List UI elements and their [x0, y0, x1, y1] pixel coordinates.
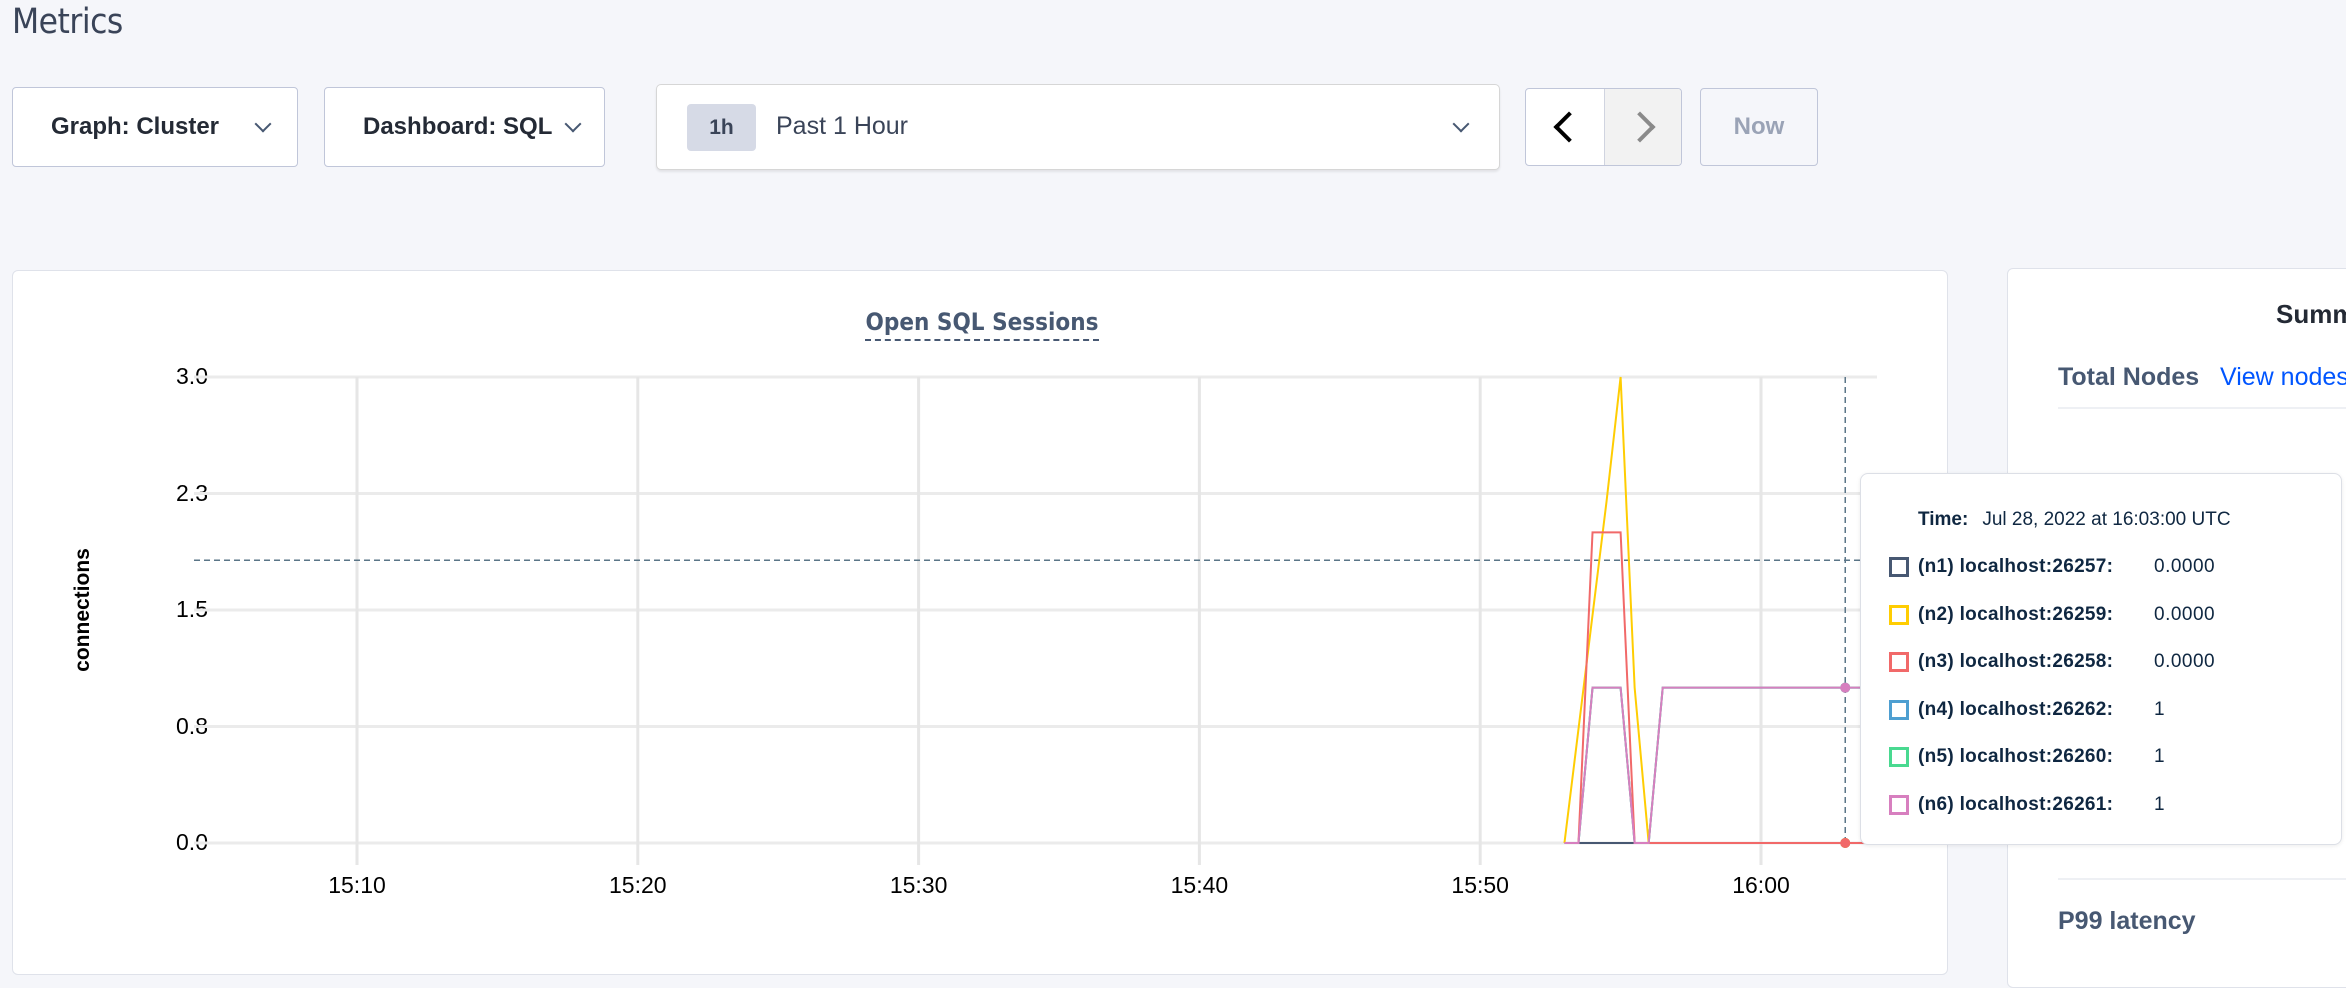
dashboard-dropdown-label: Dashboard: SQL — [363, 113, 553, 140]
legend-swatch-icon — [1889, 652, 1909, 672]
tooltip-series-value: 1 — [2154, 793, 2166, 815]
tooltip-series-value: 0.0000 — [2154, 556, 2216, 577]
tooltip-series-value: 1 — [2154, 698, 2166, 720]
total-nodes-label: Total Nodes — [2058, 363, 2200, 391]
tooltip-series-value: 1 — [2154, 746, 2166, 767]
tooltip-row: (n3) localhost:26258: 0.0000 — [1889, 650, 2215, 674]
x-tick-label: 15:40 — [1170, 872, 1229, 898]
series-line — [1564, 686, 1874, 844]
tooltip-series-name: (n1) localhost:26257: — [1918, 556, 2114, 577]
divider — [2058, 407, 2346, 409]
legend-swatch-icon — [1889, 747, 1909, 767]
now-button[interactable]: Now — [1700, 88, 1818, 166]
tooltip-row: (n6) localhost:26261: 1 — [1889, 793, 2165, 817]
series-line — [1564, 686, 1874, 844]
tooltip-time-label: Time: — [1918, 509, 1969, 530]
tooltip-series-name: (n4) localhost:26262: — [1918, 698, 2114, 720]
graph-dropdown[interactable]: Graph: Cluster — [12, 87, 298, 167]
legend-swatch-icon — [1889, 557, 1909, 577]
tooltip-row: (n5) localhost:26260: 1 — [1889, 745, 2165, 769]
next-time-button[interactable] — [1604, 89, 1681, 165]
tooltip-series-name: (n2) localhost:26259: — [1918, 603, 2114, 625]
dashboard-dropdown[interactable]: Dashboard: SQL — [324, 87, 605, 167]
chart-tooltip: Time: Jul 28, 2022 at 16:03:00 UTC (n1) l… — [1860, 473, 2342, 845]
x-tick-label: 15:10 — [328, 872, 386, 898]
tooltip-time: Time: Jul 28, 2022 at 16:03:00 UTC — [1918, 509, 2231, 531]
time-range-select[interactable]: 1h Past 1 Hour — [656, 84, 1500, 170]
x-tick-label: 15:30 — [889, 872, 948, 898]
legend-swatch-icon — [1889, 604, 1909, 625]
graph-dropdown-label: Graph: Cluster — [51, 113, 220, 140]
legend-swatch-icon — [1889, 699, 1909, 720]
tooltip-time-value: Jul 28, 2022 at 16:03:00 UTC — [1982, 509, 2231, 530]
tooltip-series-name: (n3) localhost:26258: — [1918, 651, 2114, 672]
tooltip-row: (n1) localhost:26257: 0.0000 — [1889, 555, 2215, 579]
tooltip-series-name: (n5) localhost:26260: — [1918, 746, 2114, 767]
x-tick-label: 15:20 — [609, 872, 667, 898]
legend-swatch-icon — [1889, 794, 1909, 815]
divider — [2058, 878, 2346, 880]
hover-point — [1840, 838, 1851, 848]
series-line — [1564, 686, 1874, 844]
tooltip-row: (n4) localhost:26262: 1 — [1889, 698, 2165, 722]
page-title: Metrics — [12, 2, 123, 42]
time-range-label: Past 1 Hour — [776, 112, 909, 140]
x-tick-label: 16:00 — [1732, 872, 1790, 898]
tooltip-row: (n2) localhost:26259: 0.0000 — [1889, 603, 2215, 627]
summary-title: Summ — [2276, 299, 2346, 329]
chart-title[interactable]: Open SQL Sessions — [865, 308, 1099, 341]
hover-point — [1840, 682, 1851, 693]
x-tick-label: 15:50 — [1451, 872, 1509, 898]
time-nav-group — [1525, 88, 1682, 166]
tooltip-series-value: 0.0000 — [2154, 651, 2216, 672]
time-range-badge: 1h — [687, 104, 756, 151]
tooltip-series-value: 0.0000 — [2154, 603, 2216, 625]
tooltip-series-name: (n6) localhost:26261: — [1918, 793, 2114, 815]
view-nodes-link[interactable]: View nodes — [2220, 363, 2346, 391]
p99-latency-label: P99 latency — [2058, 907, 2196, 935]
